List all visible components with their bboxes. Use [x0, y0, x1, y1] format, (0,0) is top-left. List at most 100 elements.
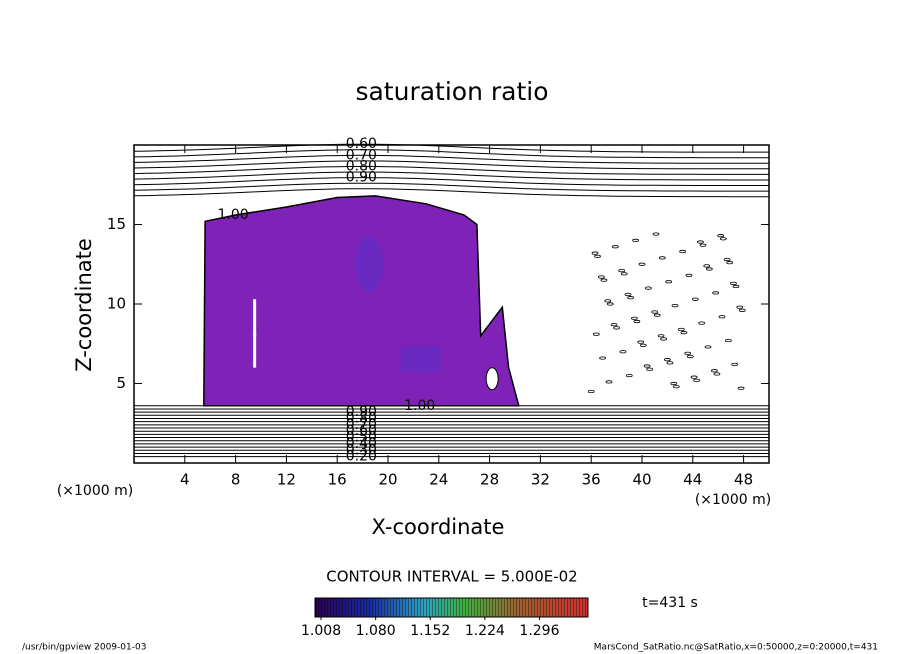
speckle	[600, 278, 608, 282]
speckle	[718, 315, 726, 319]
speckle	[703, 264, 711, 268]
x-tick-label: 8	[231, 471, 241, 489]
x-tick-label: 36	[582, 471, 601, 489]
speckle	[637, 340, 645, 344]
speckle	[738, 308, 746, 312]
x-tick-label: 28	[480, 471, 499, 489]
speckle	[713, 372, 721, 376]
x-tick-label: 40	[632, 471, 651, 489]
contour-line	[133, 177, 769, 186]
speckle	[618, 269, 626, 273]
contour-label: 0.40	[346, 436, 377, 452]
contour-line	[133, 149, 769, 159]
cloud-region	[203, 195, 520, 407]
contour-line	[133, 160, 769, 170]
speckle	[710, 369, 718, 373]
contour-label: 1.00	[404, 398, 435, 414]
footer-left: /usr/bin/gpview 2009-01-03	[22, 643, 146, 653]
x-tick-label: 4	[180, 471, 190, 489]
speckle	[632, 238, 640, 242]
speckle	[657, 334, 665, 338]
contour-line	[133, 154, 769, 164]
speckle	[732, 284, 740, 289]
colorbar-tick-label: 1.224	[465, 623, 505, 639]
speckle	[611, 245, 619, 249]
time-label: t=431 s	[642, 595, 698, 611]
contour-label: 0.80	[346, 410, 377, 426]
x-tick-label: 32	[531, 471, 550, 489]
speckle	[680, 331, 688, 335]
contour-label: 0.60	[346, 423, 377, 439]
x-tick-label: 48	[734, 471, 753, 489]
speckle	[690, 375, 698, 379]
speckle	[604, 299, 612, 303]
hole	[485, 367, 499, 391]
speckle	[597, 275, 605, 279]
y-tick-label: 10	[107, 295, 126, 313]
contour-line	[133, 143, 769, 153]
contour-label: 0.20	[346, 449, 377, 465]
speckle	[591, 251, 599, 255]
x-unit: (×1000 m)	[695, 492, 771, 508]
speckle	[627, 296, 634, 300]
contour-label: 0.80	[346, 158, 377, 174]
contour-label: 0.90	[346, 404, 377, 420]
footer-right: MarsCond_SatRatio.nc@SatRatio,x=0:50000,…	[594, 643, 878, 653]
speckle	[685, 273, 693, 277]
contour-interval: CONTOUR INTERVAL = 5.000E-02	[326, 568, 577, 586]
x-axis-label: X-coordinate	[372, 515, 505, 539]
colorbar-tick-label: 1.152	[410, 623, 450, 639]
speckle	[638, 262, 646, 266]
speckle	[644, 286, 652, 290]
colorbar-tick-label: 1.296	[519, 623, 559, 639]
speckle	[731, 362, 739, 367]
speckle	[679, 249, 687, 254]
x-tick-label: 12	[277, 471, 296, 489]
y-tick-label: 5	[116, 374, 126, 392]
contour-label: 1.00	[217, 207, 248, 223]
contour-label: 0.70	[346, 147, 377, 163]
contour-label: 0.90	[346, 170, 377, 186]
speckle	[723, 257, 731, 262]
x-tick-label: 24	[429, 471, 448, 489]
chart-title: saturation ratio	[355, 77, 548, 106]
x-tick-label: 16	[328, 471, 347, 489]
speckle	[691, 297, 699, 301]
colorbar-tick-label: 1.008	[301, 623, 341, 639]
contour-label: 0.70	[346, 417, 377, 433]
cloud-core	[354, 236, 383, 293]
contour-line	[133, 166, 769, 175]
speckle	[684, 351, 692, 355]
speckle	[643, 364, 651, 368]
speckle	[639, 343, 647, 347]
speckle	[699, 243, 707, 247]
contour-line	[133, 182, 769, 192]
speckle	[630, 316, 638, 320]
speckle	[651, 310, 659, 314]
speckle	[625, 373, 633, 378]
speckle	[666, 361, 674, 365]
y-axis-label: Z-coordinate	[72, 238, 96, 372]
speckle	[624, 292, 632, 297]
speckle	[633, 319, 641, 324]
speckle	[671, 303, 679, 308]
y-tick-label: 15	[107, 215, 126, 233]
contour-line	[133, 171, 769, 181]
speckle	[737, 386, 745, 390]
speckle	[592, 332, 600, 336]
speckle	[610, 323, 618, 327]
speckle	[599, 356, 607, 360]
speckle	[658, 256, 666, 260]
speckle	[705, 267, 713, 271]
speckle	[686, 354, 694, 359]
speckle	[670, 381, 678, 386]
contour-label: 0.50	[346, 430, 377, 446]
speckle	[730, 281, 737, 285]
speckle	[652, 232, 660, 236]
speckle	[677, 327, 685, 332]
speckle	[606, 302, 614, 306]
speckle	[653, 313, 661, 317]
speckle	[660, 337, 667, 341]
speckle	[726, 261, 734, 265]
